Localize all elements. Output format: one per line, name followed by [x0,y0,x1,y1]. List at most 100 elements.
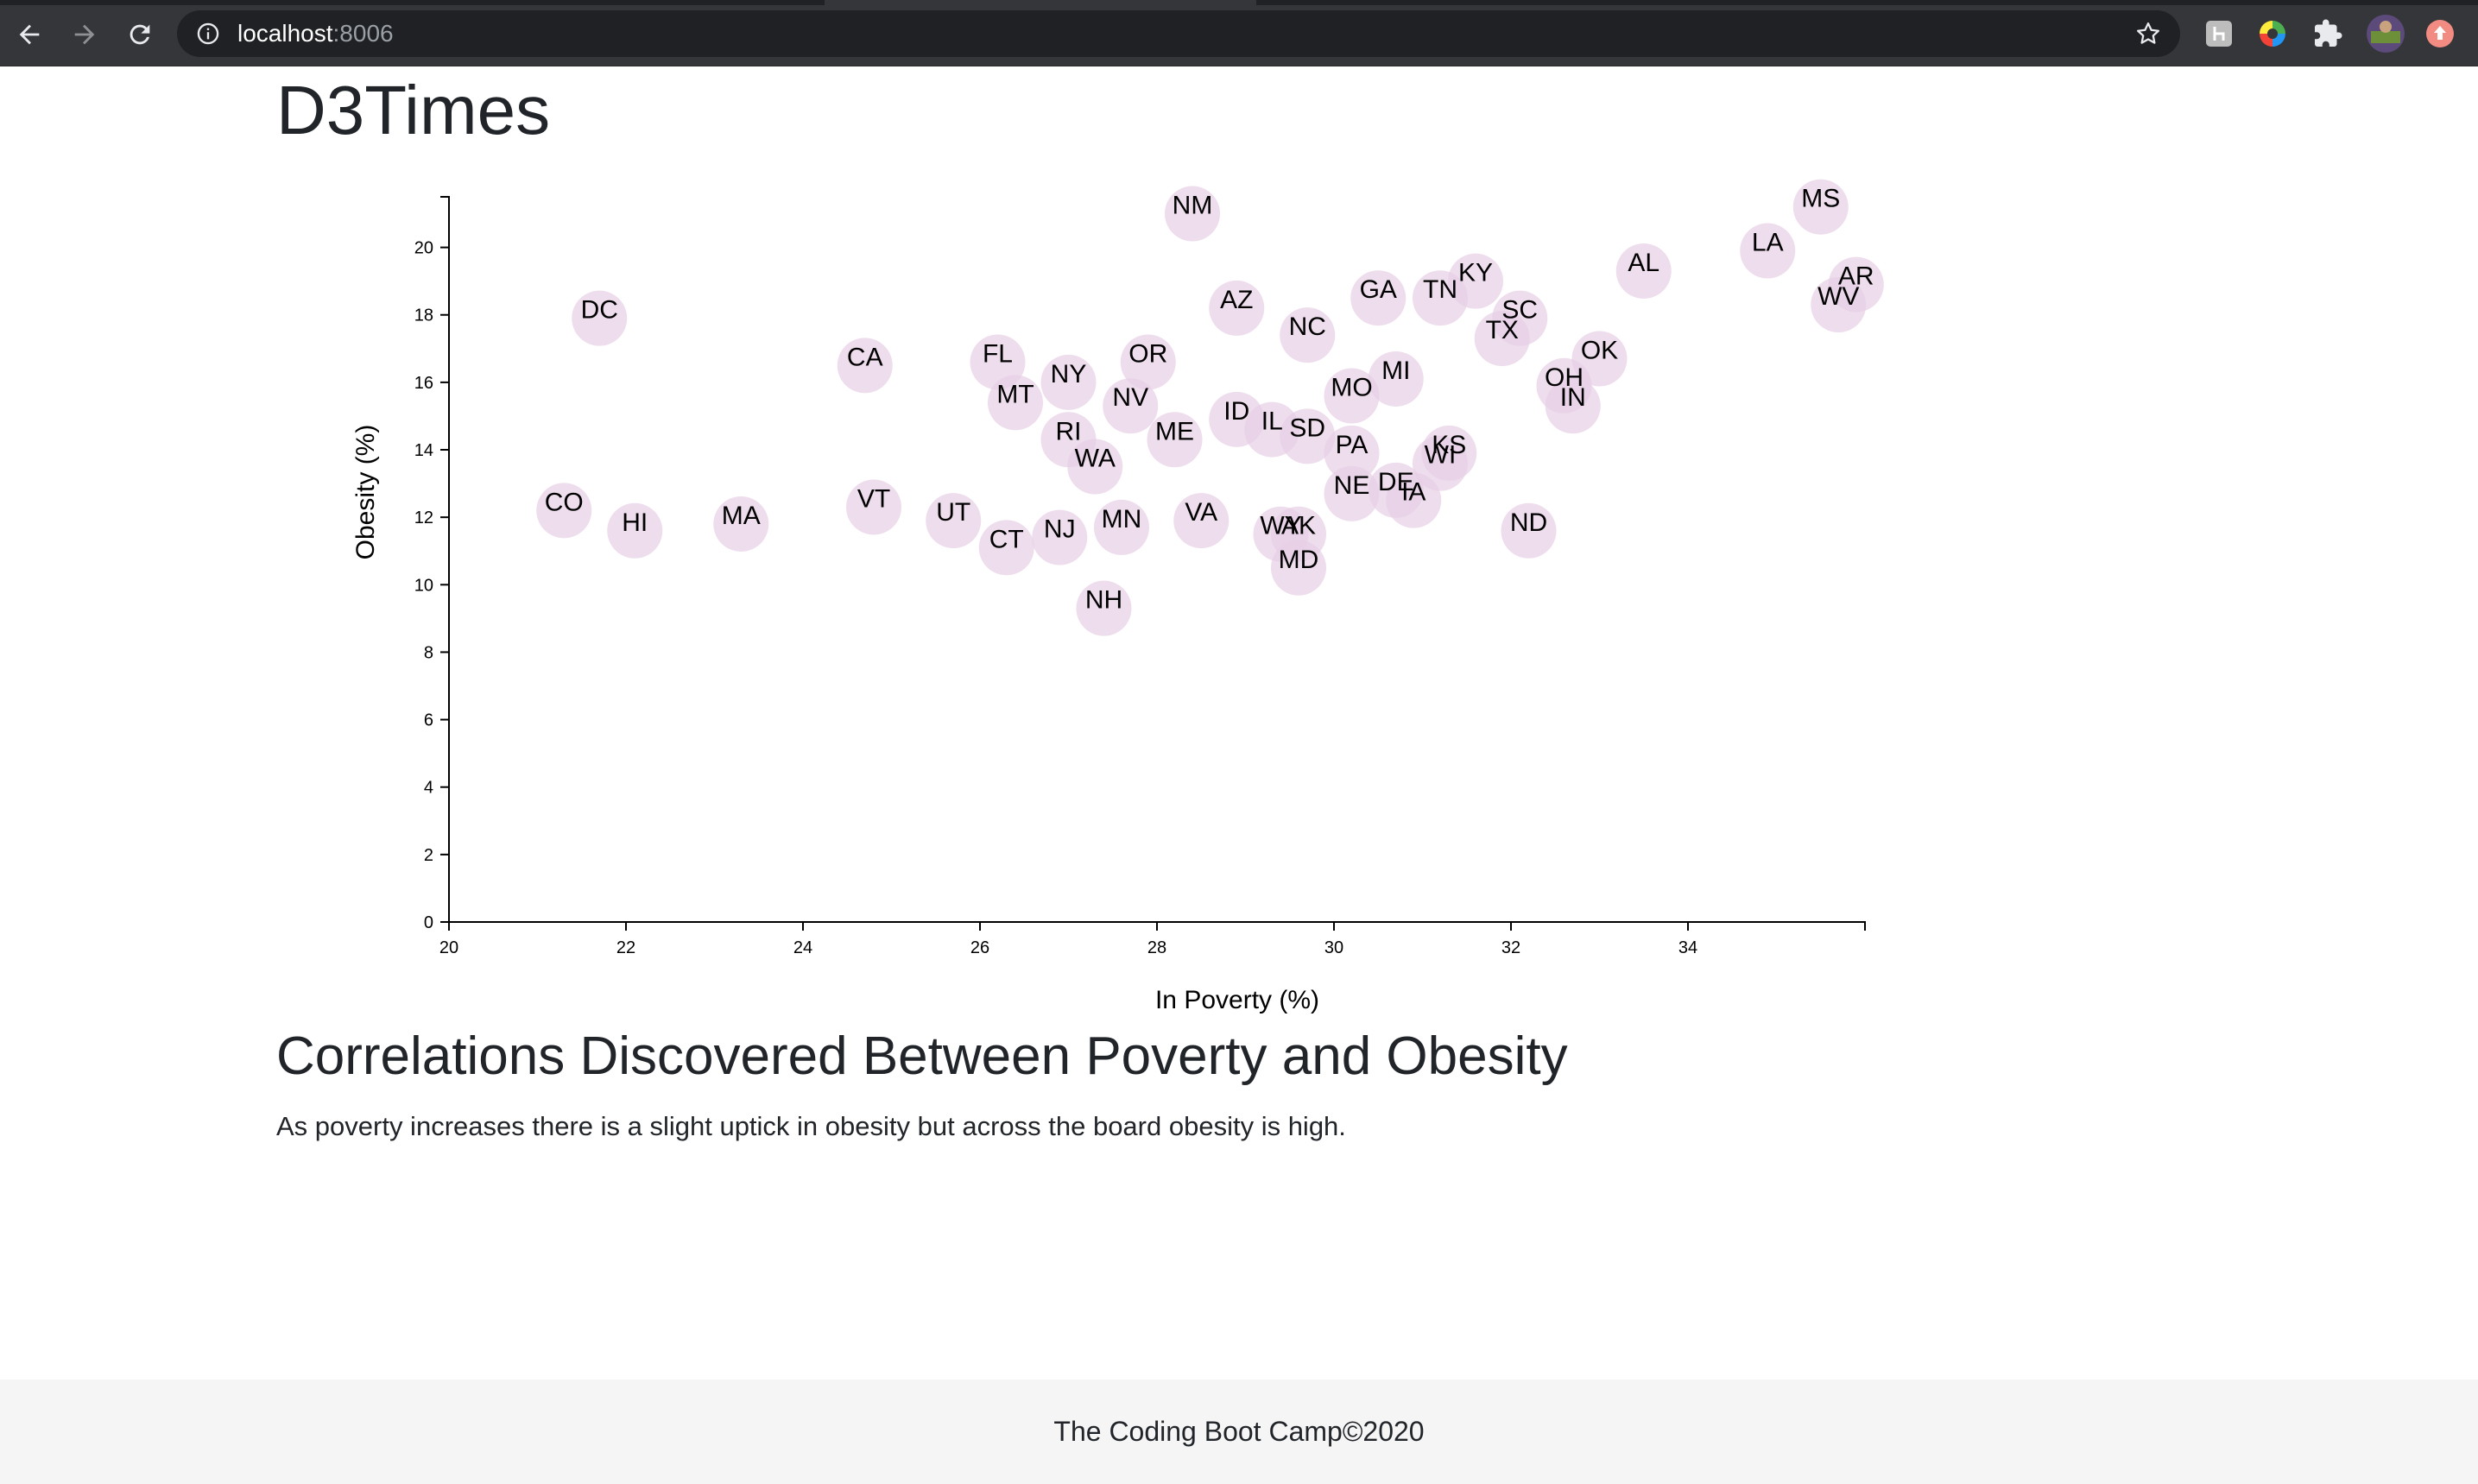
state-marker-va[interactable] [1173,493,1230,549]
y-tick-label: 6 [424,711,433,730]
state-label-in: IN [1560,383,1586,412]
state-marker-ia[interactable] [1386,472,1442,528]
bookmark-star-icon[interactable] [2135,21,2161,47]
browser-toolbar: localhost:8006 [0,0,2478,66]
state-marker-wa[interactable] [1067,439,1123,495]
back-button[interactable] [12,17,47,52]
section-text: As poverty increases there is a slight u… [276,1111,1346,1141]
forward-arrow-icon [74,24,95,45]
state-marker-tn[interactable] [1413,270,1468,326]
forward-button[interactable] [67,17,102,52]
state-label-wy: WY [1260,512,1301,540]
back-arrow-icon [19,24,40,45]
extensions-puzzle-icon[interactable] [2312,18,2343,49]
x-tick-label: 34 [1678,938,1697,957]
state-label-nd: ND [1510,508,1547,537]
state-label-al: AL [1628,249,1659,277]
address-bar[interactable]: localhost:8006 [177,10,2180,57]
y-axis-title[interactable]: Obesity (%) [351,425,380,560]
state-label-ia: IA [1401,478,1425,507]
update-menu-icon[interactable] [2424,18,2456,49]
y-tick-label: 20 [414,239,433,258]
state-marker-az[interactable] [1209,280,1265,336]
state-marker-mo[interactable] [1324,368,1380,424]
state-marker-vt[interactable] [846,479,901,535]
state-marker-la[interactable] [1740,223,1796,279]
x-tick-label: 22 [616,938,635,957]
state-label-md: MD [1279,546,1319,574]
state-marker-hi[interactable] [607,502,663,559]
footer-text: The Coding Boot Camp©2020 [1053,1416,1425,1447]
profile-avatar-icon[interactable] [2366,14,2405,54]
state-label-ct: CT [989,525,1024,553]
y-tick-label: 12 [414,508,433,527]
state-marker-ca[interactable] [837,338,893,394]
state-marker-tx[interactable] [1474,311,1530,367]
state-marker-nj[interactable] [1032,509,1088,565]
state-label-nc: NC [1289,313,1326,341]
state-label-la: LA [1752,229,1784,257]
state-label-ut: UT [936,498,970,527]
state-marker-mi[interactable] [1368,350,1424,407]
state-marker-ne[interactable] [1324,465,1380,521]
url-host: localhost [237,20,333,47]
site-info-icon[interactable] [196,22,220,46]
state-marker-nv[interactable] [1103,378,1159,434]
state-marker-ny[interactable] [1040,354,1097,410]
state-label-de: DE [1378,468,1414,496]
y-tick-label: 16 [414,374,433,393]
data-points [536,179,1884,636]
state-label-mi: MI [1381,357,1410,385]
state-label-id: ID [1223,397,1249,426]
url-text[interactable]: localhost:8006 [237,10,394,57]
state-label-ms: MS [1801,185,1840,213]
state-label-ak: AK [1281,512,1316,540]
state-marker-nm[interactable] [1165,186,1220,242]
y-tick-label: 0 [424,913,433,932]
state-marker-md[interactable] [1271,540,1326,596]
extension-icon[interactable] [2203,18,2235,49]
state-marker-mn[interactable] [1094,499,1149,555]
state-label-mn: MN [1102,505,1142,534]
state-label-az: AZ [1220,286,1253,314]
state-label-hi: HI [622,508,648,537]
x-axis: 20 22 24 26 28 30 32 34 [439,921,1866,957]
y-tick-label: 18 [414,306,433,325]
state-label-nh: NH [1085,586,1122,615]
state-marker-co[interactable] [536,483,592,539]
state-marker-in[interactable] [1545,378,1601,434]
section-title: Correlations Discovered Between Poverty … [276,1026,1568,1086]
state-marker-al[interactable] [1615,243,1672,299]
state-marker-nc[interactable] [1280,307,1336,363]
y-tick-label: 10 [414,576,433,595]
footer: The Coding Boot Camp©2020 [0,1380,2478,1484]
state-marker-ma[interactable] [713,496,769,552]
state-marker-nh[interactable] [1076,580,1132,636]
x-axis-title[interactable]: In Poverty (%) [1155,986,1319,1014]
state-marker-ms[interactable] [1792,179,1849,235]
state-marker-ga[interactable] [1350,270,1407,326]
url-port: :8006 [332,20,394,47]
state-marker-or[interactable] [1120,334,1176,390]
state-label-ky: KY [1458,259,1493,287]
state-marker-pa[interactable] [1324,425,1380,481]
state-label-vt: VT [857,484,890,513]
state-marker-ct[interactable] [978,520,1034,576]
state-label-pa: PA [1336,431,1369,459]
state-label-me: ME [1155,417,1194,445]
state-marker-nd[interactable] [1501,502,1557,559]
state-marker-mt[interactable] [988,375,1043,431]
x-tick-label: 30 [1324,938,1343,957]
active-tab[interactable] [825,0,1256,5]
x-tick-label: 26 [970,938,989,957]
color-wheel-extension-icon[interactable] [2257,18,2288,49]
y-tick-label: 2 [424,846,433,865]
y-axis: 0 2 4 6 8 10 12 14 16 18 20 [414,196,450,932]
state-marker-dc[interactable] [572,290,628,346]
state-marker-ut[interactable] [926,493,982,549]
state-label-fl: FL [983,339,1013,368]
state-marker-sd[interactable] [1280,408,1336,464]
state-marker-me[interactable] [1147,412,1203,468]
state-marker-wv[interactable] [1811,277,1867,333]
